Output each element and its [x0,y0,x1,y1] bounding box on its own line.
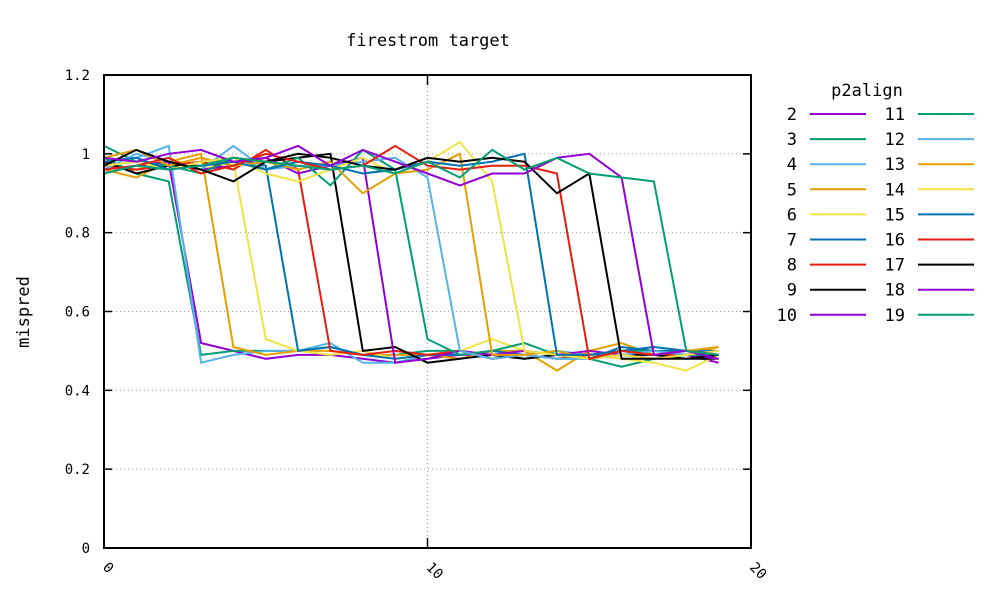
ticks: 0 0.2 0.4 0.6 0.8 1 1.2 0 10 20 [65,68,770,583]
y-axis-label: mispred [14,276,34,348]
legend-label: 17 [885,256,905,276]
legend-label: 13 [885,155,905,175]
legend-label: 15 [885,205,905,225]
legend-label: 3 [787,130,797,150]
series-line-10 [103,156,719,364]
legend-label: 7 [787,231,797,251]
legend-label: 12 [885,130,905,150]
legend-label: 6 [787,205,797,225]
chart-title: firestrom target [346,31,510,51]
y-tick-label: 1.2 [65,68,90,84]
y-tick-label: 0.6 [65,305,90,321]
legend-label: 16 [885,231,905,251]
y-tick-label: 0.8 [65,226,90,242]
legend-title: p2align [831,81,903,101]
legend: 2 3 4 5 6 7 8 9 10 11 12 13 14 15 16 17 18 19 [777,105,974,326]
legend-label: 8 [787,256,797,276]
y-tick-label: 0.2 [65,462,90,478]
series-line-5 [103,152,719,372]
series-line-6 [103,156,720,372]
legend-label: 2 [787,105,797,125]
y-tick-label: 1 [82,147,90,163]
y-tick-label: 0 [82,541,90,557]
legend-label: 4 [787,155,797,175]
x-tick-label: 10 [423,560,446,583]
legend-label: 10 [777,306,797,326]
legend-label: 9 [787,281,797,301]
x-tick-label: 0 [99,560,116,577]
series-line-17 [103,148,719,360]
legend-label: 19 [885,306,905,326]
grid [104,75,751,548]
legend-label: 18 [885,281,905,301]
legend-label: 5 [787,180,797,200]
x-tick-label: 20 [746,560,769,583]
legend-label: 14 [885,180,905,200]
legend-label: 11 [885,105,905,125]
series-layer [103,140,720,372]
series-line-19 [103,148,719,356]
y-tick-label: 0.4 [65,383,90,399]
